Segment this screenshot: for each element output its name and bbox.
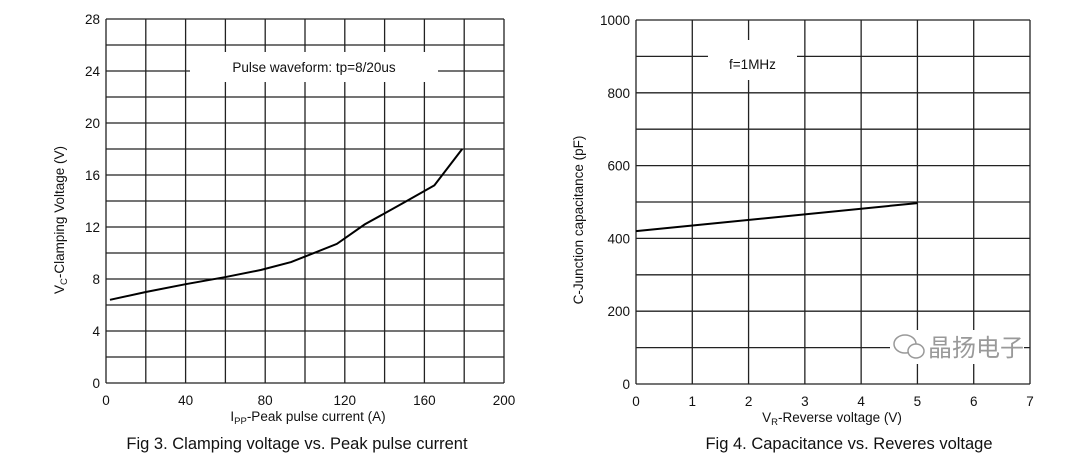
y-tick-label: 0: [92, 376, 100, 391]
x-tick-label: 1: [689, 394, 697, 409]
watermark: 晶扬电子: [890, 330, 1024, 364]
x-tick-label: 160: [413, 393, 436, 408]
annotation-box: [190, 52, 438, 82]
y-tick-label: 1000: [600, 13, 630, 28]
chart-title: Fig 3. Clamping voltage vs. Peak pulse c…: [126, 435, 468, 453]
annotation: f=1MHz: [729, 57, 776, 72]
x-tick-label: 200: [493, 393, 516, 408]
x-tick-label: 7: [1026, 394, 1034, 409]
annotation: Pulse waveform: tp=8/20us: [232, 60, 395, 75]
x-tick-label: 0: [102, 393, 110, 408]
x-tick-label: 4: [857, 394, 865, 409]
y-tick-label: 4: [92, 324, 100, 339]
x-tick-label: 2: [745, 394, 753, 409]
x-tick-label: 0: [632, 394, 640, 409]
chart-title: Fig 4. Capacitance vs. Reveres voltage: [705, 435, 992, 453]
y-tick-label: 8: [92, 272, 100, 287]
chart-2: f=1MHz 0 1 2 3 4 5 6 7 0 200 400 600 800 1000 VR-Revers…: [571, 13, 1034, 453]
x-tick-label: 80: [258, 393, 273, 408]
y-tick-label: 400: [607, 231, 630, 246]
watermark-text: 晶扬电子: [928, 335, 1024, 362]
y-tick-label: 16: [85, 168, 100, 183]
y-tick-label: 12: [85, 220, 100, 235]
y-tick-label: 600: [607, 159, 630, 174]
y-tick-label: 20: [85, 116, 100, 131]
x-tick-label: 3: [801, 394, 809, 409]
y-tick-label: 200: [607, 304, 630, 319]
x-tick-label: 5: [914, 394, 922, 409]
y-tick-label: 28: [85, 12, 100, 27]
series-line: [635, 202, 918, 233]
x-tick-label: 40: [178, 393, 193, 408]
y-axis-label: VC-Clamping Voltage (V): [52, 146, 70, 294]
y-tick-label: 24: [85, 64, 101, 79]
x-axis-label: IPP-Peak pulse current (A): [230, 409, 385, 427]
series-line: [109, 148, 464, 301]
annotation-box: [708, 40, 797, 80]
y-axis-label: C-Junction capacitance (pF): [571, 136, 586, 305]
y-tick-label: 800: [607, 86, 630, 101]
wechat-icon-bubble: [907, 343, 925, 359]
x-axis-label: VR-Reverse voltage (V): [762, 410, 902, 428]
chart-1: Pulse waveform: tp=8/20us 0 40 80 120 160 200 0…: [52, 12, 515, 453]
x-tick-label: 120: [334, 393, 357, 408]
y-tick-label: 0: [622, 377, 630, 392]
x-tick-label: 6: [970, 394, 978, 409]
